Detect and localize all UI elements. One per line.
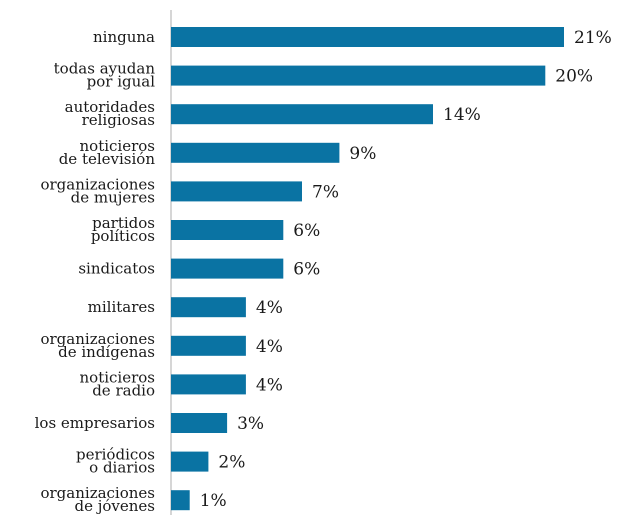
bar	[171, 181, 302, 202]
bar-value-label: 4%	[256, 375, 283, 395]
bar-value-label: 20%	[555, 67, 593, 87]
category-label: periódicos o diarios	[76, 446, 155, 477]
bar	[171, 27, 564, 47]
bar	[171, 490, 190, 511]
bar	[171, 335, 246, 356]
category-label: organizaciones de indígenas	[40, 330, 155, 361]
category-label: los empresarios	[35, 414, 155, 432]
category-labels-group: ninguna todas ayudan por igual autoridades r…	[35, 28, 156, 515]
bar-value-label: 21%	[574, 28, 612, 48]
bar	[171, 374, 246, 395]
category-label: noticieros de radio	[80, 368, 156, 399]
category-label: noticieros de televisión	[59, 137, 156, 168]
category-label: militares	[88, 298, 155, 316]
value-labels-group: 21% 20% 14% 9% 7% 6% 6% 4% 4% 4% 3% 2% 1%	[200, 28, 612, 511]
category-label: organizaciones de mujeres	[40, 175, 155, 206]
bar-value-label: 4%	[256, 298, 283, 318]
bars-group	[171, 27, 564, 511]
bar-value-label: 7%	[312, 182, 339, 202]
bar	[171, 297, 246, 318]
category-label: autoridades religiosas	[65, 98, 155, 129]
category-label: todas ayudan por igual	[54, 60, 156, 91]
category-label: partidos políticos	[91, 214, 155, 245]
category-label: organizaciones de jóvenes	[40, 484, 155, 515]
category-label: sindicatos	[78, 260, 155, 278]
bar-value-label: 6%	[293, 221, 320, 241]
bar-value-label: 6%	[293, 260, 320, 280]
bar-value-label: 1%	[200, 491, 227, 511]
bar	[171, 451, 209, 472]
bar-value-label: 9%	[349, 144, 376, 164]
bar	[171, 65, 546, 86]
bar-value-label: 2%	[218, 453, 245, 473]
bar-value-label: 3%	[237, 414, 264, 434]
bar	[171, 413, 228, 433]
category-label: ninguna	[93, 28, 155, 46]
bar-value-label: 14%	[443, 105, 481, 125]
bar-value-label: 4%	[256, 337, 283, 357]
bar	[171, 258, 284, 279]
bar	[171, 142, 340, 163]
bar	[171, 220, 284, 240]
bar	[171, 104, 433, 125]
